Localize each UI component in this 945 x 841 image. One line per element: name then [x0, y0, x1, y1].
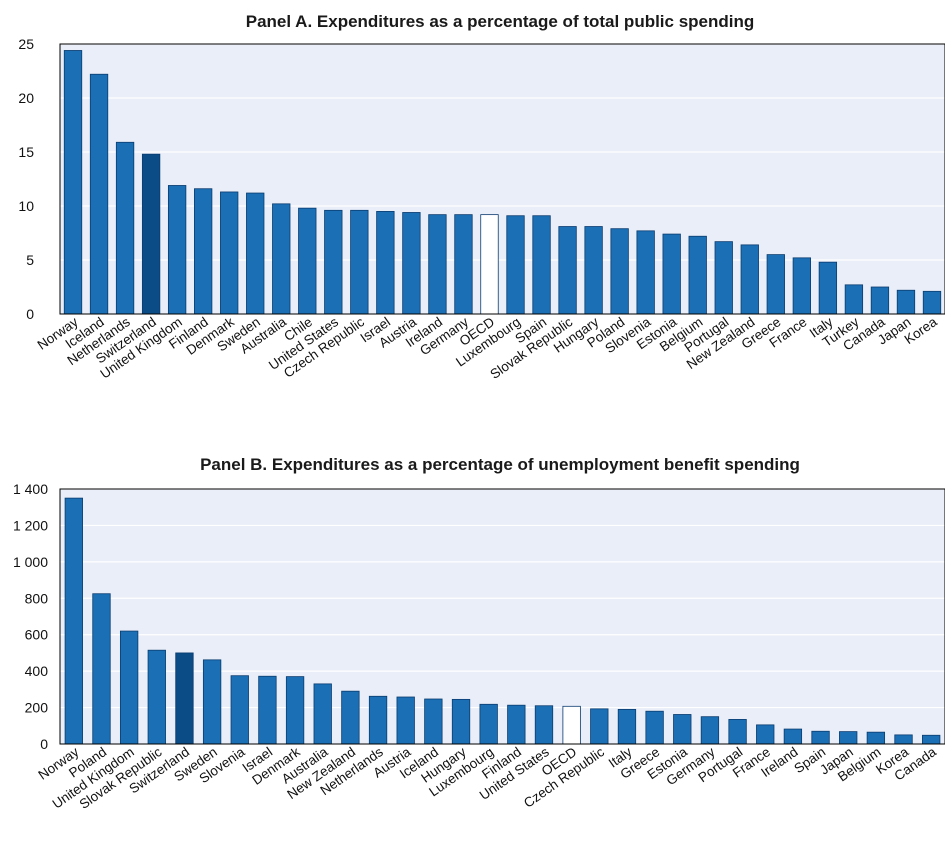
- panel-a-ytick-label: 10: [18, 198, 34, 214]
- panel-b-bar-australia: [313, 683, 332, 745]
- panel-a-bar-canada: [870, 286, 890, 315]
- panel-b-bar-iceland: [424, 698, 443, 745]
- panel-a-bar-japan: [896, 289, 916, 315]
- panel-a-bar-denmark: [220, 191, 239, 315]
- panel-b-bar-spain: [811, 730, 830, 745]
- panel-b-bar-belgium: [866, 731, 886, 745]
- panel-b-bar-greece: [645, 710, 664, 745]
- panel-b-bar-israel: [258, 675, 277, 745]
- panel-a-bar-belgium: [688, 235, 707, 315]
- panel-a-bar-austria: [402, 212, 421, 315]
- panel-a-plot-area: [60, 44, 945, 314]
- panel-a-bar-switzerland: [141, 153, 161, 315]
- panel-a-title: Panel A. Expenditures as a percentage of…: [246, 12, 755, 31]
- panel-a-bar-hungary: [584, 226, 603, 315]
- panel-a-bar-france: [792, 257, 811, 315]
- panel-b-ytick-label: 200: [25, 700, 49, 716]
- panel-a-bar-israel: [376, 210, 395, 315]
- panel-b-bar-sweden: [202, 659, 222, 745]
- panel-a-bar-estonia: [662, 233, 681, 315]
- panel-b-bar-netherlands: [368, 695, 388, 745]
- panel-b-bar-hungary: [451, 698, 471, 745]
- panel-b-title: Panel B. Expenditures as a percentage of…: [200, 455, 800, 474]
- panel-a-bar-korea: [922, 290, 942, 315]
- panel-b-ytick-label: 0: [40, 736, 48, 752]
- panel-b-bar-poland: [92, 593, 111, 745]
- panel-a-bar-united-kingdom: [167, 185, 187, 315]
- panel-b-bar-slovak-republic: [147, 649, 166, 745]
- panel-a-bar-slovenia: [636, 230, 655, 315]
- panel-b-bar-portugal: [728, 719, 747, 745]
- panel-b: Panel B. Expenditures as a percentage of…: [13, 455, 945, 812]
- panel-b-bar-france: [756, 724, 775, 745]
- panel-a-bar-netherlands: [115, 141, 135, 315]
- panel-b-bar-united-states: [534, 705, 554, 745]
- panel-a-bar-poland: [610, 228, 629, 315]
- panel-b-ytick-label: 600: [25, 627, 49, 643]
- panel-b-bar-korea: [894, 734, 913, 745]
- panel-b-ytick-label: 1 400: [13, 481, 48, 497]
- panel-a-bar-spain: [532, 215, 551, 315]
- panel-a-bar-norway: [63, 50, 83, 315]
- panel-b-bar-united-kingdom: [119, 630, 139, 745]
- panel-b-bar-luxembourg: [479, 703, 498, 745]
- panel-b-axis-frame: [59, 488, 945, 745]
- panel-a-bar-finland: [194, 188, 213, 315]
- panel-b-bar-finland: [507, 704, 526, 745]
- panel-b-bar-denmark: [285, 676, 305, 745]
- panel-b-bar-czech-republic: [590, 708, 609, 745]
- panel-b-bar-ireland: [783, 728, 803, 745]
- panel-b-bar-new-zealand: [341, 690, 360, 745]
- panel-b-ytick-label: 800: [25, 590, 49, 606]
- panel-b-bar-norway: [64, 497, 83, 745]
- panel-a-bar-chile: [298, 207, 317, 315]
- panel-a-bar-iceland: [89, 73, 109, 315]
- panel-b-bar-germany: [700, 716, 720, 745]
- panel-a-bar-germany: [454, 214, 473, 315]
- panel-a-ytick-label: 25: [18, 36, 34, 52]
- panel-b-bar-switzerland: [175, 652, 194, 745]
- panel-a-ytick-label: 15: [18, 144, 34, 160]
- panel-a-ytick-label: 20: [18, 90, 34, 106]
- panel-a-bar-italy: [818, 261, 838, 315]
- panel-a-bar-ireland: [428, 214, 447, 315]
- panel-b-bar-italy: [617, 708, 637, 745]
- panel-a-bar-luxembourg: [506, 215, 525, 315]
- panel-b-ytick-label: 400: [25, 663, 49, 679]
- panel-a-bar-oecd: [480, 214, 499, 315]
- panel-a-bar-greece: [766, 254, 785, 315]
- panel-a-axis-frame: [59, 43, 945, 315]
- panel-b-bar-austria: [396, 696, 415, 745]
- panel-a-ytick-label: 0: [26, 306, 34, 322]
- panel-a-bar-sweden: [246, 192, 265, 315]
- panel-a-bar-australia: [272, 203, 291, 315]
- panel-b-bar-estonia: [673, 714, 692, 745]
- panel-b-bar-canada: [922, 734, 941, 745]
- panel-a: Panel A. Expenditures as a percentage of…: [18, 12, 945, 382]
- panel-a-bar-united-states: [324, 209, 343, 315]
- panel-a-bar-new-zealand: [740, 244, 759, 315]
- panel-b-ytick-label: 1 200: [13, 517, 48, 533]
- panel-a-bar-slovak-republic: [558, 226, 577, 315]
- panel-a-bar-czech-republic: [350, 209, 369, 315]
- panel-b-bar-japan: [839, 731, 858, 745]
- panel-a-ytick-label: 5: [26, 252, 34, 268]
- panel-a-bar-portugal: [714, 241, 733, 315]
- panel-b-ytick-label: 1 000: [13, 554, 48, 570]
- panel-b-bar-slovenia: [230, 675, 249, 745]
- panel-b-bar-oecd: [562, 705, 581, 745]
- panel-a-bar-turkey: [844, 284, 864, 315]
